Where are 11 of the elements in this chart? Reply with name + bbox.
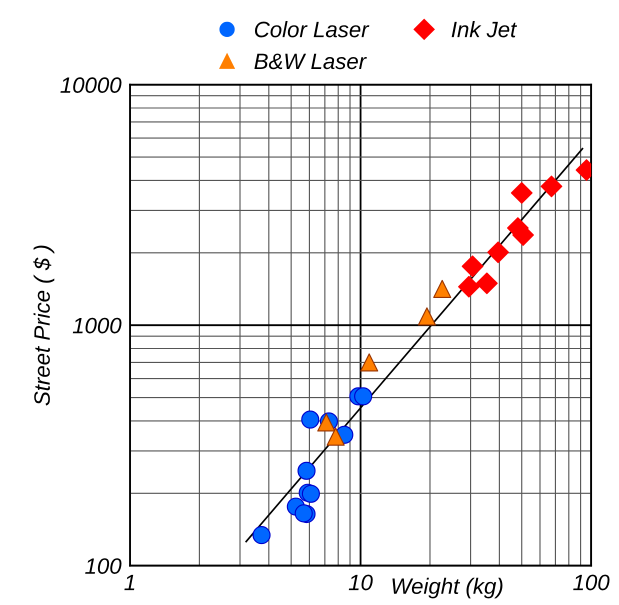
x-tick-label: 1 bbox=[124, 574, 134, 590]
y-tick-label: 10000 bbox=[60, 77, 122, 93]
y-tick-label: 1000 bbox=[72, 318, 122, 334]
y-tick-label: 100 bbox=[85, 558, 122, 574]
legend-label: Color Laser bbox=[254, 21, 370, 38]
legend-label: Ink Jet bbox=[452, 21, 518, 38]
x-tick-label: 100 bbox=[573, 574, 610, 590]
y-axis-title: Street Price ( $ ) bbox=[33, 246, 54, 406]
x-axis-title: Weight (kg) bbox=[392, 578, 502, 598]
x-tick-label: 10 bbox=[348, 574, 373, 590]
legend-label: B&W Laser bbox=[254, 54, 367, 70]
